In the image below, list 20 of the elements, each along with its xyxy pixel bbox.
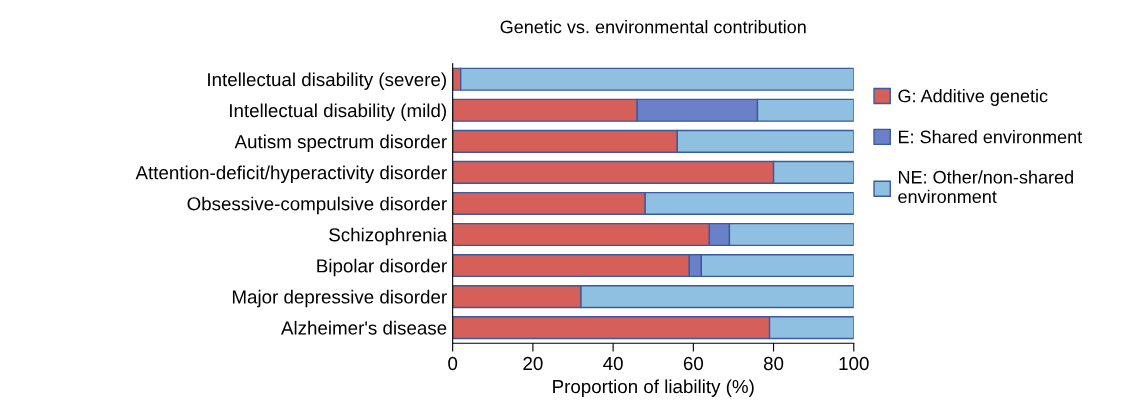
x-tick-label: 20 [523, 356, 543, 371]
x-tick-label: 0 [448, 356, 458, 371]
legend-label: E: Shared environment [898, 130, 1083, 144]
y-tick-label: Obsessive-compulsive disorder [187, 196, 447, 215]
x-tick-label: 80 [763, 356, 784, 371]
legend-label: NE: Other/non-shared environment [898, 170, 1073, 204]
x-tick-label: 40 [603, 356, 623, 371]
y-tick-label: Alzheimer's disease [281, 320, 447, 335]
y-tick-label: Autism spectrum disorder [234, 134, 447, 153]
legend-label: G: Additive genetic [898, 89, 1048, 106]
y-tick-label: Bipolar disorder [317, 258, 447, 277]
y-tick-label: Major depressive disorder [232, 289, 447, 308]
x-axis-title: Proportion of liability (%) [553, 379, 754, 397]
y-tick-label: Intellectual disability (mild) [230, 103, 446, 121]
y-tick-label: Schizophrenia [329, 227, 448, 246]
x-tick-label: 60 [683, 356, 704, 371]
y-tick-label: Attention-deficit/hyperactivity disorder [135, 165, 447, 184]
y-tick-label: Intellectual disability (severe) [208, 72, 446, 90]
x-tick-label: 100 [839, 356, 869, 371]
chart-title: Genetic vs. environmental contribution [500, 20, 806, 34]
